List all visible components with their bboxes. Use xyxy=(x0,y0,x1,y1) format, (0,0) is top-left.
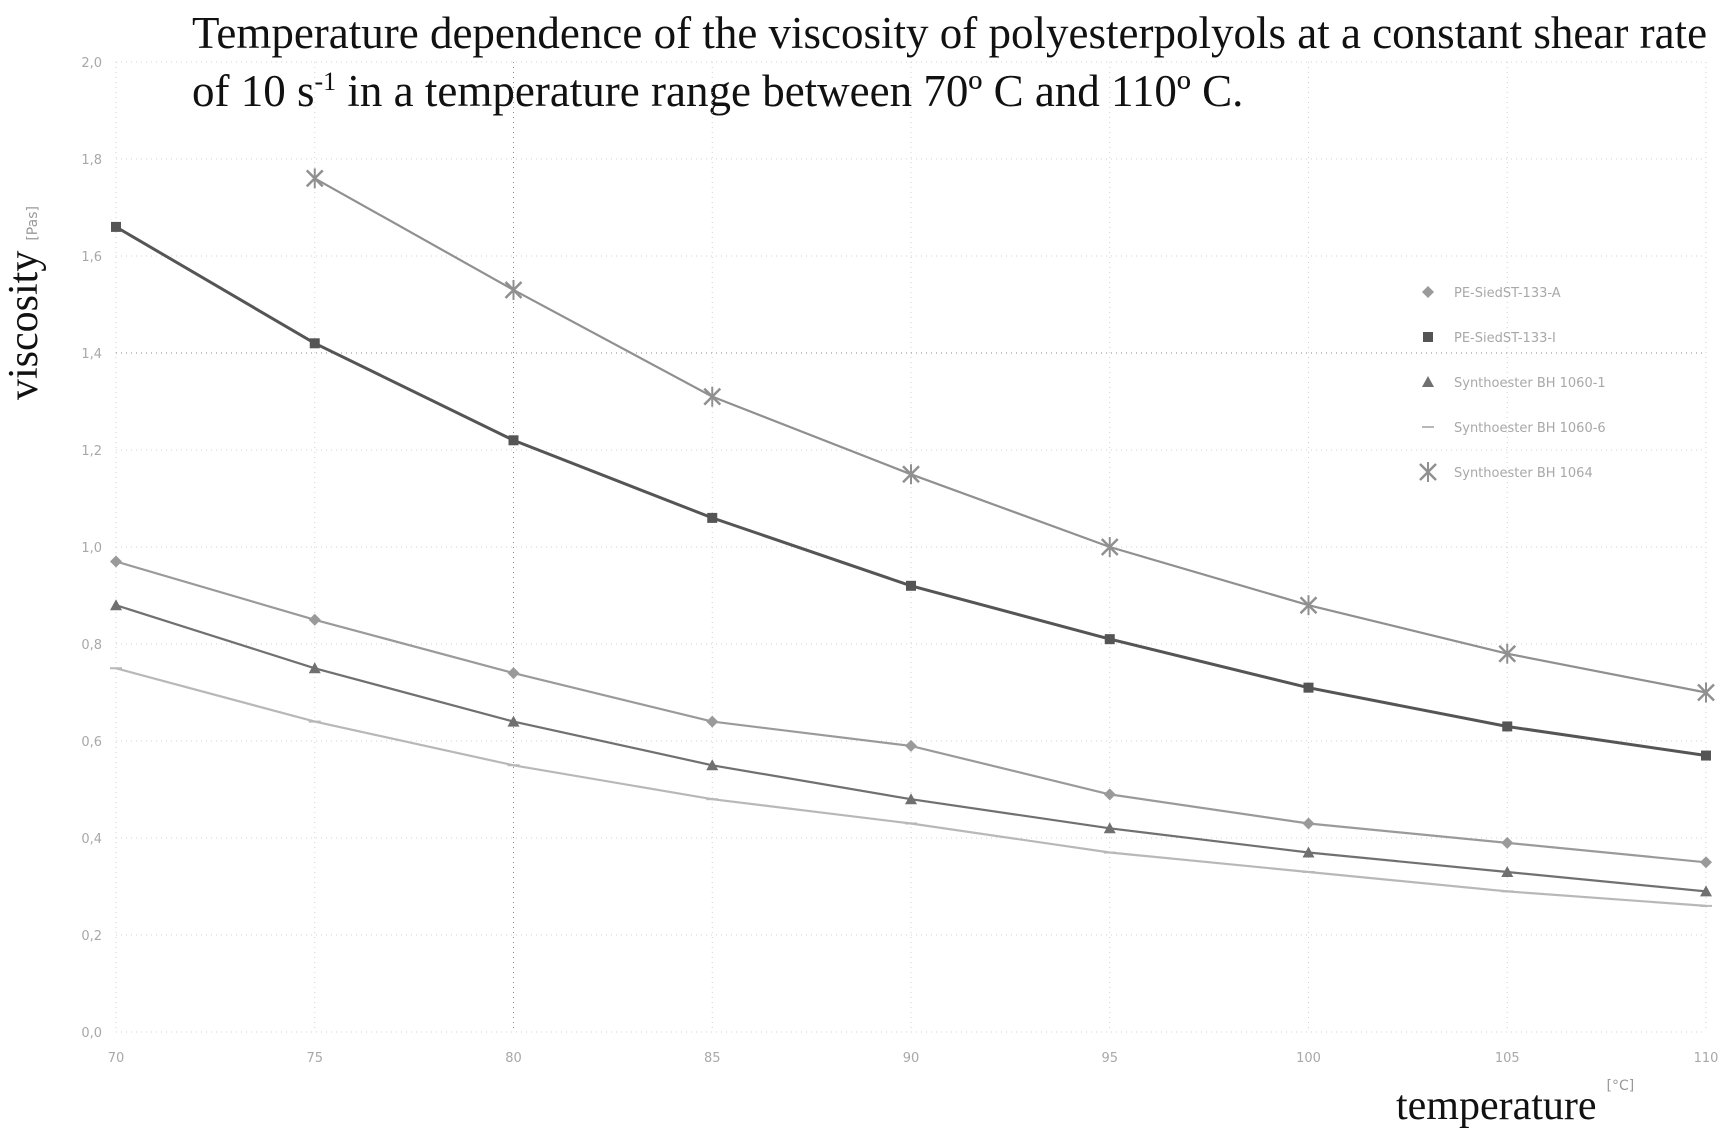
data-point xyxy=(307,168,323,188)
legend-item-3: Synthoester BH 1060-1 xyxy=(1422,376,1606,391)
x-tick-label: 100 xyxy=(1296,1051,1321,1066)
data-point xyxy=(1104,788,1116,800)
chart-figure: Temperature dependence of the viscosity … xyxy=(0,0,1724,1139)
legend-label: PE-SiedST-133-I xyxy=(1454,331,1556,346)
series-line xyxy=(116,227,1706,756)
data-point xyxy=(1700,856,1712,868)
legend-item-1: PE-SiedST-133-A xyxy=(1422,286,1561,301)
data-point xyxy=(1422,376,1434,387)
data-point xyxy=(1304,683,1314,693)
data-point xyxy=(1502,721,1512,731)
x-tick-label: 105 xyxy=(1495,1051,1520,1066)
data-point xyxy=(110,556,122,568)
legend-label: Synthoester BH 1064 xyxy=(1454,466,1593,481)
legend: PE-SiedST-133-A PE-SiedST-133-I Synthoeste… xyxy=(1420,286,1606,482)
y-tick-label: 0,6 xyxy=(81,735,102,750)
data-point xyxy=(706,716,718,728)
y-tick-label: 0,2 xyxy=(81,929,102,944)
data-point xyxy=(905,740,917,752)
y-tick-label: 0,0 xyxy=(81,1026,102,1041)
y-tick-label: 1,4 xyxy=(81,347,102,362)
legend-item-2: PE-SiedST-133-I xyxy=(1423,331,1556,346)
y-tick-label: 1,2 xyxy=(81,444,102,459)
data-point xyxy=(1301,595,1317,615)
x-axis-label: temperature[°C] xyxy=(1396,1082,1634,1130)
y-axis-unit: [Pas] xyxy=(25,206,41,241)
y-tick-label: 0,4 xyxy=(81,832,102,847)
legend-item-5: Synthoester BH 1064 xyxy=(1420,462,1593,482)
data-point xyxy=(1423,332,1433,342)
x-axis-unit: [°C] xyxy=(1607,1078,1635,1094)
x-tick-label: 110 xyxy=(1694,1051,1719,1066)
x-tick-label: 85 xyxy=(704,1051,721,1066)
legend-label: PE-SiedST-133-A xyxy=(1454,286,1561,301)
legend-item-4: Synthoester BH 1060-6 xyxy=(1422,421,1606,436)
x-tick-label: 90 xyxy=(903,1051,920,1066)
data-point xyxy=(1303,817,1315,829)
y-tick-label: 1,8 xyxy=(81,153,102,168)
data-point xyxy=(111,222,121,232)
series-group xyxy=(110,168,1714,906)
data-point xyxy=(903,464,919,484)
legend-label: Synthoester BH 1060-1 xyxy=(1454,376,1606,391)
data-point xyxy=(110,599,122,610)
data-point xyxy=(509,435,519,445)
x-axis-title: temperature xyxy=(1396,1083,1597,1129)
data-point xyxy=(1501,837,1513,849)
y-tick-label: 1,0 xyxy=(81,541,102,556)
x-tick-label: 75 xyxy=(306,1051,323,1066)
y-tick-label: 1,6 xyxy=(81,250,102,265)
data-point xyxy=(1422,286,1434,298)
legend-label: Synthoester BH 1060-6 xyxy=(1454,421,1606,436)
x-tick-label: 80 xyxy=(505,1051,522,1066)
data-point xyxy=(1102,537,1118,557)
data-point xyxy=(1420,462,1436,482)
y-tick-label: 0,8 xyxy=(81,638,102,653)
data-point xyxy=(906,581,916,591)
data-point xyxy=(506,280,522,300)
data-point xyxy=(508,667,520,679)
y-axis-label: viscosity [Pas] xyxy=(0,206,48,400)
data-point xyxy=(1701,751,1711,761)
y-axis-title: viscosity xyxy=(1,251,47,400)
chart-plot: 70 75 80 85 90 95 100 105 110 0,0 0,2 0,4 0,6 0,8 1,0 1… xyxy=(0,0,1724,1139)
data-point xyxy=(704,387,720,407)
data-point xyxy=(707,513,717,523)
x-tick-label: 95 xyxy=(1101,1051,1118,1066)
data-point xyxy=(1105,634,1115,644)
axis-ticks: 70 75 80 85 90 95 100 105 110 0,0 0,2 0,4 0,6 0,8 1,0 1… xyxy=(81,56,1718,1066)
y-tick-label: 2,0 xyxy=(81,56,102,71)
data-point xyxy=(310,338,320,348)
x-tick-label: 70 xyxy=(108,1051,125,1066)
data-point xyxy=(309,614,321,626)
